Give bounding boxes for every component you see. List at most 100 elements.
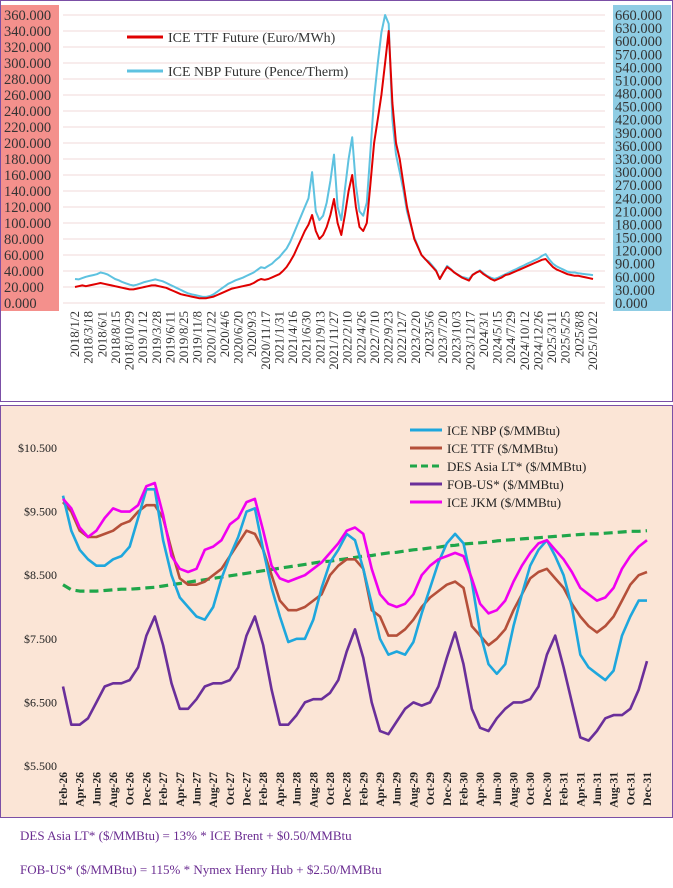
legend-label: ICE NBP Future (Pence/Therm) bbox=[168, 65, 349, 80]
des-asia-curve-line bbox=[62, 529, 648, 593]
x-axis-tick-label: Feb-29 bbox=[358, 772, 370, 806]
right-axis-tick-label: 660.000 bbox=[615, 8, 662, 24]
x-axis-tick-label: Dec-26 bbox=[141, 772, 153, 806]
nbp-future-line bbox=[74, 14, 594, 298]
legend-label: ICE JKM ($/MMBtu) bbox=[447, 495, 561, 510]
x-axis-tick-label: 2019/1/12 bbox=[135, 311, 150, 364]
x-axis-tick-label: 2023/5/6 bbox=[421, 311, 436, 358]
right-axis-tick-label: 60.000 bbox=[615, 270, 655, 286]
x-axis-tick-label: Apr-29 bbox=[375, 772, 387, 807]
right-axis-tick-label: 120.000 bbox=[615, 244, 662, 260]
right-axis-tick-label: 30.000 bbox=[615, 283, 655, 299]
right-axis-tick-label: 240.000 bbox=[615, 191, 662, 207]
x-axis-tick-label: Feb-27 bbox=[158, 772, 170, 806]
right-axis-tick-label: 330.000 bbox=[615, 152, 662, 168]
x-axis-tick-label: 2021/6/30 bbox=[299, 311, 314, 364]
left-axis-tick-label: 80.000 bbox=[4, 232, 44, 248]
x-axis-tick-label: 2018/8/15 bbox=[108, 311, 123, 364]
right-axis-tick-label: 630.000 bbox=[615, 21, 662, 37]
left-axis-tick-label: 240.000 bbox=[4, 104, 51, 120]
legend-label: ICE NBP ($/MMBtu) bbox=[447, 423, 560, 438]
y-axis-tick-label: $10.500 bbox=[18, 441, 57, 455]
x-axis-tick-label: 2022/2/10 bbox=[340, 311, 355, 364]
x-axis-tick-label: 2022/12/7 bbox=[394, 311, 409, 364]
right-axis-tick-label: 300.000 bbox=[615, 165, 662, 181]
x-axis-tick-label: 2024/12/26 bbox=[531, 311, 546, 371]
x-axis-tick-label: Oct-27 bbox=[225, 772, 237, 805]
x-axis-tick-label: 2019/3/28 bbox=[149, 311, 164, 364]
x-axis-tick-label: 2025/5/25 bbox=[558, 311, 573, 364]
left-axis-background bbox=[1, 5, 59, 311]
x-axis-tick-label: 2021/1/31 bbox=[272, 311, 287, 364]
x-axis-tick-label: 2024/5/15 bbox=[490, 311, 505, 364]
footnote-fob-us: FOB-US* ($/MMBtu) = 115% * Nymex Henry H… bbox=[20, 862, 382, 877]
right-axis-tick-label: 0.000 bbox=[615, 296, 648, 312]
right-axis-tick-label: 510.000 bbox=[615, 73, 662, 89]
x-axis-tick-label: 2018/1/2 bbox=[67, 311, 82, 357]
x-axis-tick-label: Jun-29 bbox=[392, 772, 404, 806]
right-axis-tick-label: 420.000 bbox=[615, 113, 662, 129]
left-axis-tick-label: 340.000 bbox=[4, 24, 51, 40]
x-axis-tick-label: 2019/8/25 bbox=[176, 311, 191, 364]
x-axis-tick-label: Aug-27 bbox=[208, 772, 220, 808]
left-axis-tick-label: 160.000 bbox=[4, 168, 51, 184]
y-axis-tick-label: $8.500 bbox=[24, 568, 57, 582]
x-axis-tick-label: Oct-31 bbox=[625, 772, 637, 805]
x-axis-tick-label: Dec-29 bbox=[442, 772, 454, 806]
ttf-future-line bbox=[74, 30, 594, 300]
right-axis-tick-label: 540.000 bbox=[615, 60, 662, 76]
legend: ICE TTF Future (Euro/MWh) ICE NBP Future … bbox=[127, 31, 349, 80]
left-axis-tick-label: 280.000 bbox=[4, 72, 51, 88]
x-axis-tick-label: Jun-31 bbox=[592, 772, 604, 806]
x-axis-tick-label: Apr-27 bbox=[175, 772, 187, 807]
x-axis-tick-label: 2023/2/20 bbox=[408, 311, 423, 364]
ttf-nbp-chart-panel: 0.000 20.000 40.000 60.000 80.000 100.000 120.… bbox=[0, 0, 673, 402]
x-axis-tick-label: Apr-26 bbox=[75, 772, 87, 807]
x-axis-tick-label: Dec-27 bbox=[242, 772, 254, 806]
x-axis-tick-label: 2019/6/11 bbox=[162, 311, 177, 363]
right-axis-tick-label: 570.000 bbox=[615, 47, 662, 63]
legend-label: ICE TTF ($/MMBtu) bbox=[447, 441, 558, 456]
forward-curve-chart-panel: $5.500 $6.500 $7.500 $8.500 $9.500 $10.500 Feb… bbox=[0, 405, 673, 818]
y-axis-tick-label: $7.500 bbox=[24, 632, 57, 646]
x-axis-tick-label: Apr-30 bbox=[475, 772, 487, 807]
left-axis-tick-label: 140.000 bbox=[4, 184, 51, 200]
x-axis-tick-label: Jun-27 bbox=[192, 772, 204, 806]
x-axis-tick-label: 2025/8/8 bbox=[571, 311, 586, 357]
x-axis-tick-label: 2018/6/1 bbox=[94, 311, 109, 357]
x-axis-tick-label: Oct-28 bbox=[325, 772, 337, 805]
x-axis-tick-label: Oct-29 bbox=[425, 772, 437, 805]
left-axis-tick-label: 180.000 bbox=[4, 152, 51, 168]
right-axis-tick-label: 360.000 bbox=[615, 139, 662, 155]
ttf-nbp-chart: 0.00020.00040.00060.00080.000100.000120.… bbox=[1, 5, 671, 371]
x-axis-tick-label: Feb-31 bbox=[559, 772, 571, 806]
y-axis-tick-label: $9.500 bbox=[24, 505, 57, 519]
footnote-des-asia: DES Asia LT* ($/MMBtu) = 13% * ICE Brent… bbox=[20, 828, 352, 843]
x-axis-tick-label: 2021/9/13 bbox=[312, 311, 327, 364]
x-axis-tick-label: 2023/12/17 bbox=[462, 311, 477, 371]
ttf-curve-line bbox=[62, 501, 648, 647]
x-axis-tick-label: 2025/3/11 bbox=[544, 311, 559, 363]
x-axis-tick-label: 2018/3/18 bbox=[81, 311, 96, 364]
right-axis-tick-label: 390.000 bbox=[615, 126, 662, 142]
left-axis-tick-label: 100.000 bbox=[4, 216, 51, 232]
x-axis-tick-label: 2022/9/23 bbox=[381, 311, 396, 364]
left-axis-tick-label: 220.000 bbox=[4, 120, 51, 136]
right-axis-tick-label: 270.000 bbox=[615, 178, 662, 194]
left-axis-tick-label: 260.000 bbox=[4, 88, 51, 104]
x-axis-tick-label: 2023/10/3 bbox=[449, 311, 464, 364]
x-axis-tick-label: 2024/3/1 bbox=[476, 311, 491, 357]
fob-us-curve-line bbox=[61, 615, 649, 742]
x-axis-tick-label: Oct-26 bbox=[125, 772, 137, 805]
x-axis-tick-label: 2022/4/26 bbox=[353, 311, 368, 364]
x-axis-tick-label: Feb-28 bbox=[258, 772, 270, 806]
x-axis-tick-label: Oct-30 bbox=[525, 772, 537, 805]
left-axis-tick-label: 0.000 bbox=[4, 296, 37, 312]
right-axis-background bbox=[613, 5, 671, 311]
right-axis-tick-label: 90.000 bbox=[615, 257, 655, 273]
x-axis-tick-label: 2020/4/6 bbox=[217, 311, 232, 358]
right-axis-tick-label: 150.000 bbox=[615, 231, 662, 247]
x-axis-tick-label: Feb-26 bbox=[58, 772, 70, 806]
left-axis-tick-label: 300.000 bbox=[4, 56, 51, 72]
right-axis-tick-label: 180.000 bbox=[615, 217, 662, 233]
